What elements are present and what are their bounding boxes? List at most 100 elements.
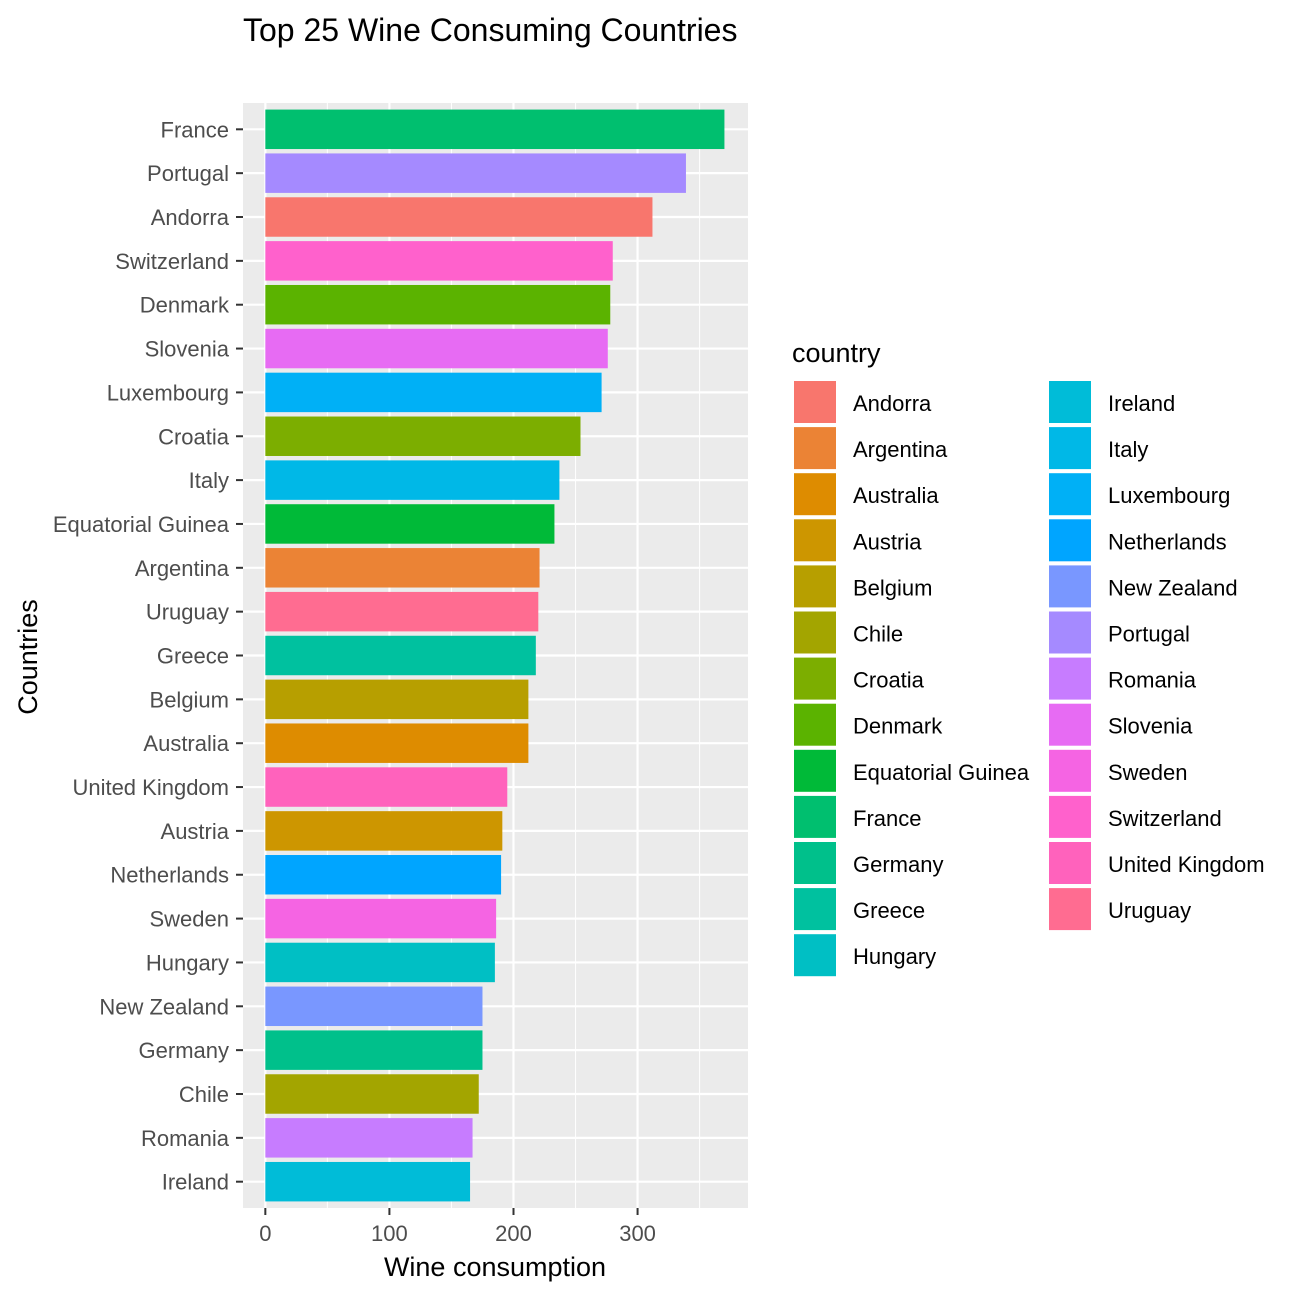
y-tick-label: Italy <box>189 468 229 493</box>
x-tick-label: 200 <box>495 1221 532 1246</box>
y-tick-label: United Kingdom <box>72 775 229 800</box>
legend-key <box>794 934 836 977</box>
legend-label: Austria <box>853 529 922 554</box>
legend-key <box>1049 888 1091 931</box>
y-tick-label: Germany <box>139 1038 229 1063</box>
bar-sweden <box>265 898 497 939</box>
bar-new-zealand <box>265 986 483 1027</box>
legend-key <box>794 565 836 608</box>
legend-key <box>794 749 836 792</box>
y-tick-label: Romania <box>141 1126 230 1151</box>
legend-label: Netherlands <box>1108 529 1227 554</box>
bar-greece <box>265 635 536 676</box>
legend-label: Italy <box>1108 437 1148 462</box>
y-tick-label: France <box>161 117 229 142</box>
legend-label: Equatorial Guinea <box>853 760 1030 785</box>
y-tick-label: New Zealand <box>99 994 229 1019</box>
legend-key <box>794 381 836 423</box>
legend: country Andorra Argentina Australia Austria… <box>792 338 1265 977</box>
legend-key <box>794 611 836 654</box>
legend-label: Croatia <box>853 668 925 693</box>
plot-panel <box>243 103 748 1208</box>
bar-denmark <box>265 284 611 325</box>
y-tick-label: Uruguay <box>146 600 229 625</box>
legend-label: Switzerland <box>1108 806 1222 831</box>
bar-chile <box>265 1074 479 1114</box>
legend-label: Ireland <box>1108 391 1175 416</box>
legend-label: Denmark <box>853 714 943 739</box>
chart-title: Top 25 Wine Consuming Countries <box>243 12 737 48</box>
bar-slovenia <box>265 328 608 369</box>
y-tick-label: Greece <box>157 644 229 669</box>
legend-label: Hungary <box>853 944 936 969</box>
legend-label: Slovenia <box>1108 714 1193 739</box>
legend-key <box>794 657 836 700</box>
bar-luxembourg <box>265 372 602 413</box>
y-tick-label: Netherlands <box>110 863 229 888</box>
bar-croatia <box>265 416 581 456</box>
bar-portugal <box>265 153 686 193</box>
legend-key <box>1049 749 1091 792</box>
y-tick-label: Equatorial Guinea <box>53 512 230 537</box>
legend-label: New Zealand <box>1108 575 1238 600</box>
legend-label: Portugal <box>1108 622 1190 647</box>
y-tick-label: Hungary <box>146 950 229 975</box>
x-tick-label: 300 <box>619 1221 656 1246</box>
legend-label: Andorra <box>853 391 932 416</box>
legend-key <box>1049 795 1091 838</box>
y-tick-label: Denmark <box>140 293 230 318</box>
bar-andorra <box>265 197 653 237</box>
legend-title: country <box>792 338 881 368</box>
y-tick-label: Andorra <box>151 205 230 230</box>
legend-key <box>1049 519 1091 562</box>
legend-label: Chile <box>853 622 903 647</box>
legend-label: Belgium <box>853 575 932 600</box>
legend-label: Argentina <box>853 437 948 462</box>
legend-key <box>794 427 836 470</box>
legend-key <box>794 519 836 562</box>
bar-netherlands <box>265 855 502 895</box>
legend-key <box>1049 611 1091 654</box>
bar-australia <box>265 723 529 763</box>
y-tick-label: Belgium <box>150 687 229 712</box>
legend-label: France <box>853 806 921 831</box>
bar-equatorial-guinea <box>265 504 555 544</box>
legend-label: Romania <box>1108 668 1197 693</box>
y-tick-label: Switzerland <box>115 249 229 274</box>
legend-label: Greece <box>853 898 925 923</box>
y-tick-label: Austria <box>161 819 230 844</box>
bar-france <box>265 109 725 150</box>
x-axis-title: Wine consumption <box>384 1252 606 1282</box>
bar-argentina <box>265 548 540 588</box>
y-tick-label: Argentina <box>135 556 230 581</box>
bar-ireland <box>265 1161 471 1202</box>
legend-label: Uruguay <box>1108 898 1191 923</box>
legend-key <box>1049 703 1091 746</box>
y-tick-label: Portugal <box>147 161 229 186</box>
legend-key <box>1049 427 1091 470</box>
bar-belgium <box>265 679 529 720</box>
x-axis: 0 100 200 300 <box>259 1208 656 1246</box>
bar-austria <box>265 811 503 851</box>
legend-key <box>794 473 836 516</box>
y-tick-label: Slovenia <box>145 337 230 362</box>
legend-label: Sweden <box>1108 760 1188 785</box>
legend-key <box>794 703 836 746</box>
legend-label: United Kingdom <box>1108 852 1265 877</box>
x-tick-label: 100 <box>371 1221 408 1246</box>
bar-italy <box>265 460 560 500</box>
y-tick-label: Australia <box>143 731 229 756</box>
legend-key <box>1049 842 1091 884</box>
y-tick-label: Croatia <box>158 424 230 449</box>
bar-switzerland <box>265 241 613 281</box>
legend-key <box>794 888 836 931</box>
y-tick-label: Sweden <box>149 907 229 932</box>
bar-uruguay <box>265 591 539 632</box>
x-tick-label: 0 <box>259 1221 271 1246</box>
y-tick-label: Luxembourg <box>107 380 229 405</box>
y-tick-label: Ireland <box>162 1170 229 1195</box>
legend-key <box>1049 657 1091 700</box>
bar-united-kingdom <box>265 767 508 807</box>
legend-label: Germany <box>853 852 943 877</box>
